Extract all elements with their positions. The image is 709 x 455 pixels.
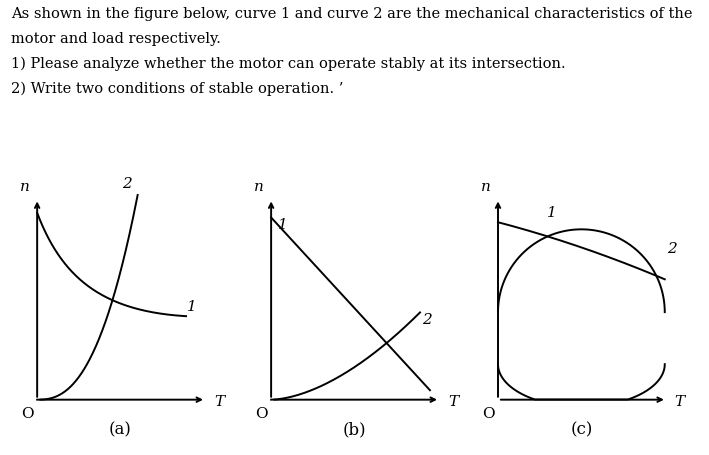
Text: 1: 1 — [278, 218, 288, 233]
Text: T: T — [675, 395, 685, 409]
Text: O: O — [21, 407, 33, 421]
Text: O: O — [481, 407, 494, 421]
Text: (a): (a) — [109, 421, 132, 439]
Text: 2: 2 — [122, 177, 132, 191]
Text: 1: 1 — [547, 207, 557, 221]
Text: (c): (c) — [570, 421, 593, 439]
Text: 1: 1 — [187, 300, 197, 314]
Text: T: T — [214, 395, 224, 409]
Text: 2) Write two conditions of stable operation. ’: 2) Write two conditions of stable operat… — [11, 82, 343, 96]
Text: motor and load respectively.: motor and load respectively. — [11, 32, 220, 46]
Text: As shown in the figure below, curve 1 and curve 2 are the mechanical characteris: As shown in the figure below, curve 1 an… — [11, 7, 692, 21]
Text: 2: 2 — [666, 242, 676, 256]
Text: n: n — [21, 180, 30, 194]
Text: (b): (b) — [342, 421, 367, 439]
Text: O: O — [255, 407, 267, 421]
Text: 1) Please analyze whether the motor can operate stably at its intersection.: 1) Please analyze whether the motor can … — [11, 57, 565, 71]
Text: n: n — [481, 180, 491, 194]
Text: T: T — [448, 395, 458, 409]
Text: 2: 2 — [422, 313, 432, 327]
Text: n: n — [255, 180, 264, 194]
